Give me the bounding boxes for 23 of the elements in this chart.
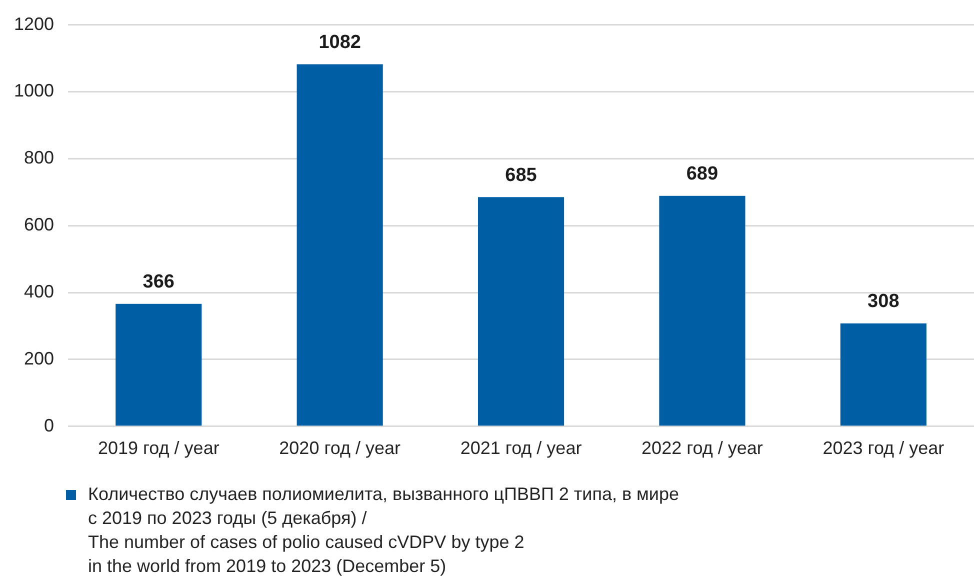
data-label: 685: [505, 164, 538, 186]
x-tick-label: 2020 год / year: [279, 438, 401, 458]
data-label: 689: [686, 164, 718, 185]
y-tick-label: 600: [24, 214, 54, 235]
y-tick-label: 800: [24, 148, 54, 168]
legend-label: Количество случаев полиомиелита, вызванного цПВВП 2 типа, в мире с 2019 по 2023 годы (5 декабря) / The number of cases of polio caused cVDPV by type 2 in the world from 2019 to 2023 (December 5): [88, 483, 679, 578]
bar: [478, 197, 564, 426]
x-tick-label: 2022 год / year: [642, 438, 763, 458]
bar: [659, 196, 746, 426]
x-tick-label: 2023 год / year: [822, 438, 944, 458]
y-tick-label: 1200: [14, 14, 54, 34]
bar: [296, 64, 383, 426]
data-label: 366: [142, 272, 174, 293]
y-tick-label: 400: [24, 282, 54, 302]
bar: [840, 323, 926, 426]
y-tick-label: 1000: [14, 80, 54, 101]
data-label: 1082: [318, 32, 361, 54]
bar: [116, 304, 202, 426]
y-tick-label: 0: [44, 415, 54, 436]
data-label: 308: [868, 291, 900, 312]
x-tick-label: 2019 год / year: [98, 438, 220, 458]
x-tick-label: 2021 год / year: [460, 438, 582, 458]
y-tick-label: 200: [24, 348, 54, 368]
